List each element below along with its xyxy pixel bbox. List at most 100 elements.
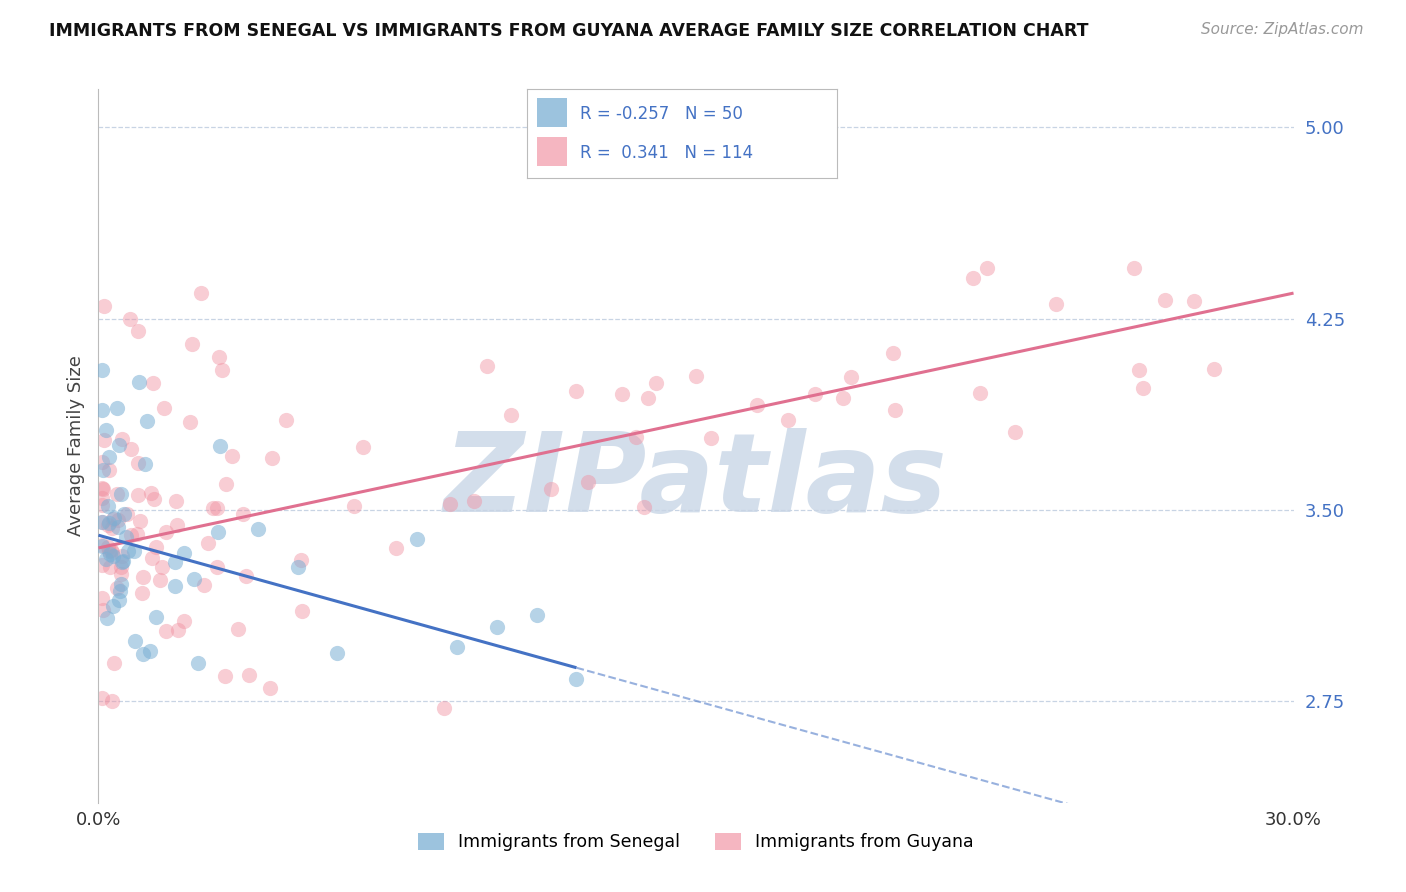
Point bbox=[112, 553, 135, 567]
Point bbox=[107, 513, 129, 527]
Point bbox=[91, 515, 114, 529]
Point bbox=[700, 432, 723, 446]
Point bbox=[163, 555, 186, 569]
Point bbox=[96, 611, 118, 625]
Point bbox=[1153, 293, 1175, 307]
Point bbox=[127, 456, 149, 470]
Point bbox=[128, 376, 150, 390]
Point bbox=[91, 403, 114, 417]
Point bbox=[91, 591, 114, 606]
Point bbox=[179, 415, 201, 429]
Point bbox=[209, 439, 232, 453]
Point bbox=[134, 457, 156, 471]
Point bbox=[187, 656, 209, 670]
Point bbox=[91, 538, 114, 552]
Point bbox=[141, 485, 163, 500]
Point bbox=[120, 311, 142, 326]
Point bbox=[215, 476, 238, 491]
Point bbox=[107, 520, 129, 534]
Point bbox=[131, 585, 153, 599]
Point bbox=[1182, 293, 1205, 308]
Point bbox=[832, 391, 855, 405]
Point bbox=[105, 401, 128, 415]
Point bbox=[91, 491, 114, 506]
Point bbox=[97, 499, 120, 513]
Point bbox=[226, 622, 249, 636]
Point bbox=[235, 569, 257, 583]
Point bbox=[882, 345, 904, 359]
Point bbox=[127, 488, 149, 502]
Text: IMMIGRANTS FROM SENEGAL VS IMMIGRANTS FROM GUYANA AVERAGE FAMILY SIZE CORRELATIO: IMMIGRANTS FROM SENEGAL VS IMMIGRANTS FR… bbox=[49, 22, 1088, 40]
Point bbox=[384, 541, 406, 555]
Point bbox=[201, 500, 224, 515]
Point bbox=[193, 578, 215, 592]
Point bbox=[1004, 425, 1026, 439]
Text: R = -0.257   N = 50: R = -0.257 N = 50 bbox=[579, 105, 742, 123]
Point bbox=[91, 540, 114, 554]
Point bbox=[211, 362, 233, 376]
Point bbox=[343, 499, 366, 513]
Point bbox=[565, 672, 588, 686]
Point bbox=[232, 507, 254, 521]
Point bbox=[839, 370, 862, 384]
Point bbox=[1202, 361, 1225, 376]
Point bbox=[165, 493, 187, 508]
Point bbox=[969, 386, 991, 401]
Point bbox=[100, 521, 122, 535]
Legend: Immigrants from Senegal, Immigrants from Guyana: Immigrants from Senegal, Immigrants from… bbox=[412, 826, 980, 858]
Point bbox=[129, 514, 152, 528]
Point bbox=[127, 527, 149, 541]
Bar bbox=[537, 137, 568, 166]
Point bbox=[183, 572, 205, 586]
Point bbox=[485, 620, 508, 634]
Point bbox=[221, 450, 243, 464]
Point bbox=[205, 501, 228, 516]
Point bbox=[117, 543, 139, 558]
Point bbox=[326, 646, 349, 660]
Point bbox=[274, 412, 297, 426]
Point bbox=[526, 608, 548, 623]
Point bbox=[141, 551, 163, 566]
Point bbox=[259, 681, 281, 695]
Point bbox=[633, 500, 655, 514]
Point bbox=[475, 359, 498, 374]
Point bbox=[98, 516, 121, 530]
Point bbox=[91, 603, 114, 617]
Point bbox=[153, 401, 176, 415]
Point bbox=[645, 376, 668, 390]
Point bbox=[685, 369, 707, 384]
Point bbox=[120, 528, 142, 542]
Point bbox=[100, 545, 122, 559]
Point bbox=[135, 413, 157, 427]
Point bbox=[540, 482, 562, 496]
Point bbox=[94, 551, 117, 566]
Point bbox=[747, 399, 769, 413]
Point bbox=[433, 701, 456, 715]
Point bbox=[91, 455, 114, 469]
Point bbox=[91, 515, 114, 529]
Point bbox=[110, 559, 132, 574]
Point bbox=[103, 599, 125, 614]
Point bbox=[637, 391, 659, 405]
Point bbox=[291, 603, 314, 617]
Point bbox=[1132, 381, 1154, 395]
Point bbox=[91, 558, 114, 572]
Point bbox=[97, 518, 120, 533]
Point bbox=[142, 376, 165, 390]
Point bbox=[155, 624, 177, 638]
Point bbox=[94, 423, 117, 437]
Point bbox=[180, 337, 202, 351]
Point bbox=[207, 524, 229, 539]
Point bbox=[962, 270, 984, 285]
Point bbox=[290, 553, 312, 567]
Point bbox=[110, 576, 132, 591]
Point bbox=[197, 536, 219, 550]
Point bbox=[143, 492, 166, 507]
Point bbox=[105, 487, 128, 501]
Point bbox=[108, 584, 131, 599]
Point bbox=[155, 525, 177, 540]
Point bbox=[120, 442, 142, 456]
Point bbox=[97, 450, 120, 465]
Point bbox=[91, 482, 114, 496]
Bar bbox=[537, 98, 568, 127]
